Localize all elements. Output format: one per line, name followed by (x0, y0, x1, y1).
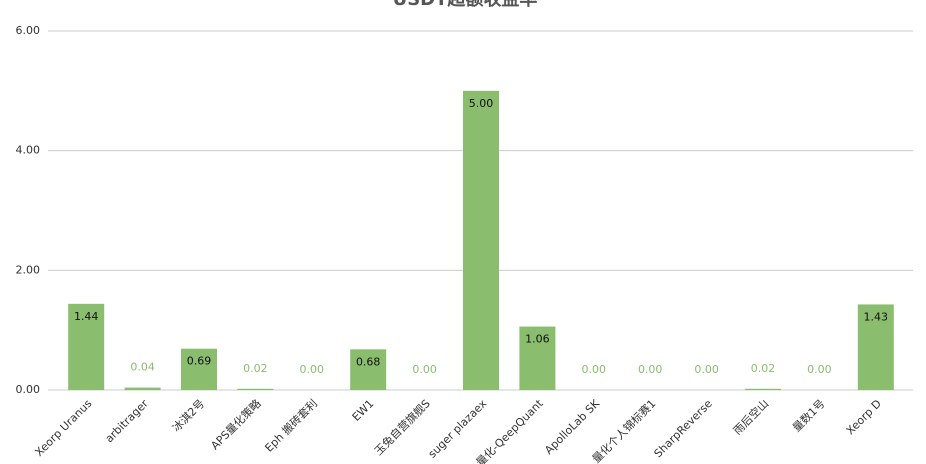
bar (519, 326, 556, 390)
value-label: 0.00 (638, 363, 663, 376)
x-tick-label: 玉兔自营旗舰S (371, 396, 433, 458)
x-tick-label: Xeorp D (844, 397, 884, 437)
y-tick-label: 0.00 (16, 383, 41, 396)
x-tick-label: EW1 (350, 397, 377, 424)
bar (68, 303, 105, 390)
value-label: 0.00 (694, 363, 719, 376)
value-label: 0.04 (130, 361, 155, 374)
bar (463, 90, 499, 390)
bar (350, 349, 387, 390)
bar (181, 348, 217, 390)
bar (237, 388, 274, 390)
value-label: 0.02 (243, 362, 268, 375)
bar (745, 388, 781, 390)
y-tick-label: 2.00 (16, 263, 41, 276)
value-label: 1.44 (74, 310, 99, 323)
x-tick-label: 冰淇2号 (170, 397, 207, 434)
value-label: 5.00 (469, 97, 494, 110)
value-label: 1.06 (525, 333, 550, 346)
x-tick-label: Xeorp Uranus (33, 397, 95, 459)
value-label: 0.68 (356, 355, 381, 368)
x-tick-label: ApolloLab SK (542, 396, 602, 456)
y-tick-label: 6.00 (16, 24, 41, 37)
x-tick-label: 雨后空山 (730, 396, 771, 437)
x-tick-label: arbitrager (103, 397, 152, 446)
x-tick-label: Eph 搬砖套利 (262, 396, 320, 454)
value-label: 0.00 (807, 363, 832, 376)
chart-title: USDT超额收益率 (393, 0, 538, 10)
bar (857, 304, 894, 390)
value-label: 0.00 (582, 363, 607, 376)
x-tick-label: 量数1号 (790, 397, 827, 434)
value-label: 0.02 (751, 362, 776, 375)
bar (124, 387, 161, 390)
value-label: 0.69 (187, 355, 212, 368)
x-tick-label: APS量化策略 (208, 396, 264, 452)
value-label: 0.00 (300, 363, 325, 376)
value-label: 0.00 (412, 363, 437, 376)
value-label: 1.43 (864, 310, 889, 323)
y-tick-label: 4.00 (16, 144, 41, 157)
x-tick-label: SharpReverse (652, 397, 715, 460)
x-tick-label: suger plazaex (426, 397, 490, 461)
